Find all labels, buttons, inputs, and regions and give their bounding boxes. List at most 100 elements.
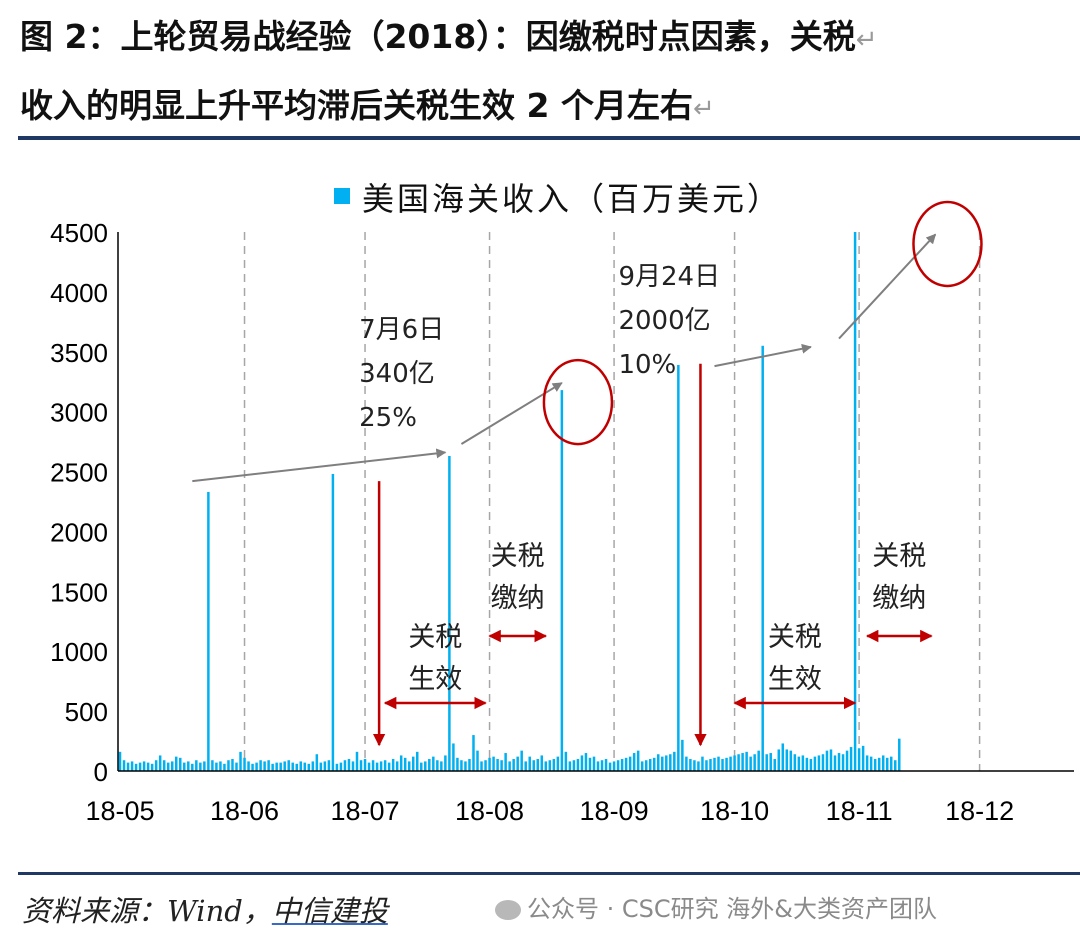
bar	[721, 759, 724, 771]
bar	[263, 761, 266, 771]
bar	[709, 759, 712, 771]
bar	[620, 759, 624, 771]
bar	[267, 760, 270, 771]
bar	[319, 762, 323, 771]
bar	[616, 760, 620, 771]
bar	[877, 757, 881, 771]
bar	[665, 755, 668, 771]
bar	[347, 759, 351, 771]
bar	[195, 760, 198, 771]
tariff-annotation-line: 7月6日	[359, 315, 444, 345]
tariff-annotation-line: 10%	[618, 350, 676, 380]
bar	[801, 755, 805, 771]
bar	[881, 755, 885, 771]
bar	[693, 760, 696, 771]
bar	[251, 763, 254, 771]
y-tick-label: 1000	[50, 637, 108, 667]
source-note: 资料来源：Wind，中信建投	[22, 894, 388, 928]
source-brand: 中信建投	[271, 894, 388, 928]
bar	[283, 761, 286, 771]
trend-arrow	[192, 448, 447, 483]
trend-arrow	[460, 382, 563, 445]
bar	[681, 739, 684, 771]
bar	[745, 751, 748, 771]
bar	[311, 761, 315, 771]
bar	[243, 757, 246, 771]
bar	[548, 760, 552, 771]
bar	[793, 754, 797, 771]
bar	[323, 761, 327, 771]
bar	[536, 759, 540, 771]
bar	[383, 760, 387, 771]
highlight-circle	[912, 200, 983, 288]
y-tick-label: 4500	[50, 218, 108, 248]
bar	[624, 757, 628, 771]
bar	[428, 759, 431, 771]
bar	[379, 761, 383, 771]
bar	[126, 762, 130, 771]
bar	[777, 749, 781, 771]
bar	[158, 755, 162, 771]
bar	[825, 750, 829, 771]
bar	[355, 751, 359, 771]
bar	[576, 759, 580, 771]
bar	[215, 762, 218, 771]
bar	[532, 760, 535, 771]
bar	[677, 364, 680, 771]
bar	[331, 473, 335, 771]
bar	[580, 755, 584, 771]
bar	[327, 760, 331, 771]
bar	[797, 756, 801, 771]
bar	[122, 760, 126, 771]
tariff-annotation-line: 25%	[359, 403, 417, 433]
wechat-icon	[495, 900, 521, 920]
bar	[235, 762, 238, 771]
title-line-1: 图 2：上轮贸易战经验（2018）：因缴税时点因素，关税↵	[20, 17, 878, 56]
bar	[865, 755, 869, 771]
bar	[211, 760, 214, 771]
bar	[789, 750, 793, 771]
bar	[669, 754, 672, 771]
bar	[239, 751, 242, 771]
y-tick-label: 4000	[50, 278, 108, 308]
bar	[472, 735, 475, 771]
y-tick-label: 3000	[50, 398, 108, 428]
bar	[199, 762, 202, 771]
bar	[592, 756, 596, 771]
bar	[504, 753, 507, 771]
bar	[271, 763, 274, 771]
y-tick-label: 1500	[50, 577, 108, 607]
bar	[367, 762, 371, 771]
bar	[138, 762, 142, 771]
bar	[673, 751, 676, 771]
bar	[363, 759, 367, 771]
bar	[833, 755, 837, 771]
tariff-annotation-line: 340亿	[359, 359, 435, 389]
bar	[162, 760, 166, 771]
bar	[411, 756, 415, 771]
bar	[661, 756, 664, 771]
bar	[387, 762, 391, 771]
bar	[524, 761, 527, 771]
bar	[174, 756, 178, 771]
x-tick-label: 18-11	[826, 796, 893, 826]
bar	[452, 743, 455, 771]
phase-label-line: 生效	[768, 664, 822, 695]
bar	[432, 756, 435, 771]
bar	[203, 761, 206, 771]
bar	[604, 759, 608, 771]
bar	[335, 763, 339, 771]
bar	[657, 754, 660, 771]
bar	[733, 755, 736, 771]
title-divider	[18, 136, 1080, 140]
bar	[399, 755, 403, 771]
bar	[689, 759, 692, 771]
bar	[476, 750, 479, 771]
bar	[500, 760, 503, 771]
bar	[873, 759, 877, 771]
bar	[436, 760, 439, 771]
bar	[183, 762, 186, 771]
bar	[315, 754, 319, 771]
y-tick-label: 2500	[50, 458, 108, 488]
bar	[528, 756, 531, 771]
